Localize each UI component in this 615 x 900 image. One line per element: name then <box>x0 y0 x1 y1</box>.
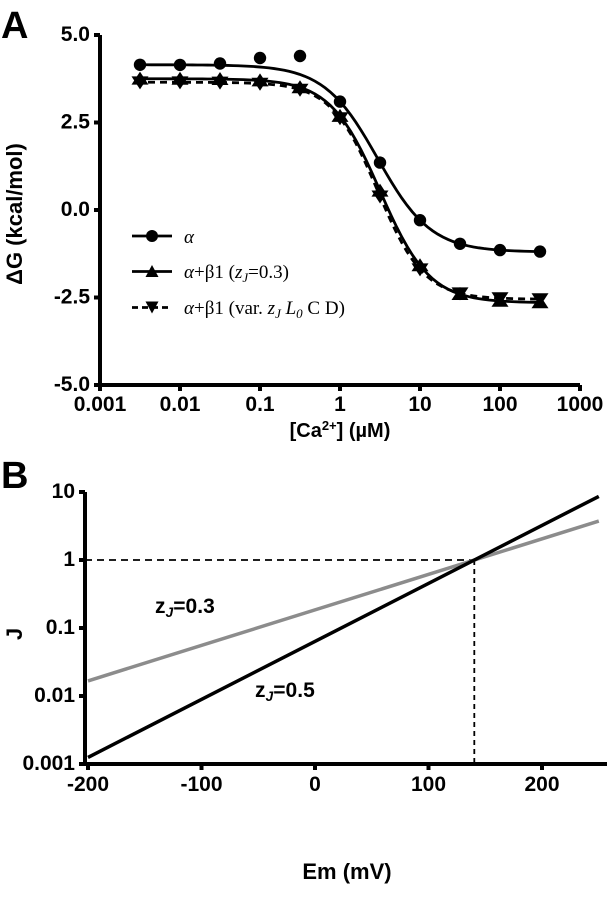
svg-text:10: 10 <box>52 480 75 503</box>
svg-text:-100: -100 <box>180 773 222 796</box>
svg-text:α+β1 (zJ=0.3): α+β1 (zJ=0.3) <box>184 262 289 285</box>
svg-text:A: A <box>1 5 28 47</box>
svg-text:[Ca2+] (µM): [Ca2+] (µM) <box>290 418 391 442</box>
svg-text:zJ=0.5: zJ=0.5 <box>255 679 315 704</box>
svg-text:α+β1 (var. zJ L0 C D): α+β1 (var. zJ L0 C D) <box>184 298 345 321</box>
svg-text:B: B <box>1 455 28 497</box>
svg-text:0.001: 0.001 <box>22 752 75 775</box>
svg-text:Em (mV): Em (mV) <box>302 859 391 884</box>
svg-text:α: α <box>184 227 195 248</box>
svg-text:100: 100 <box>482 393 517 416</box>
svg-text:J: J <box>2 628 27 640</box>
svg-text:0.1: 0.1 <box>245 393 275 416</box>
svg-text:100: 100 <box>411 773 446 796</box>
svg-text:-200: -200 <box>67 773 109 796</box>
svg-text:0.0: 0.0 <box>61 198 90 221</box>
svg-text:0.001: 0.001 <box>74 393 127 416</box>
svg-text:200: 200 <box>524 773 559 796</box>
svg-text:ΔG (kcal/mol): ΔG (kcal/mol) <box>2 143 27 285</box>
svg-text:0.01: 0.01 <box>34 684 75 707</box>
svg-text:2.5: 2.5 <box>61 111 91 134</box>
svg-text:1: 1 <box>63 548 75 571</box>
svg-text:0.01: 0.01 <box>160 393 201 416</box>
svg-text:zJ=0.3: zJ=0.3 <box>155 595 215 620</box>
svg-text:1: 1 <box>334 393 346 416</box>
svg-text:10: 10 <box>408 393 431 416</box>
svg-text:0: 0 <box>309 773 321 796</box>
svg-text:-2.5: -2.5 <box>54 286 91 309</box>
svg-text:0.1: 0.1 <box>46 616 76 639</box>
svg-text:5.0: 5.0 <box>61 23 90 46</box>
svg-text:1000: 1000 <box>557 393 604 416</box>
